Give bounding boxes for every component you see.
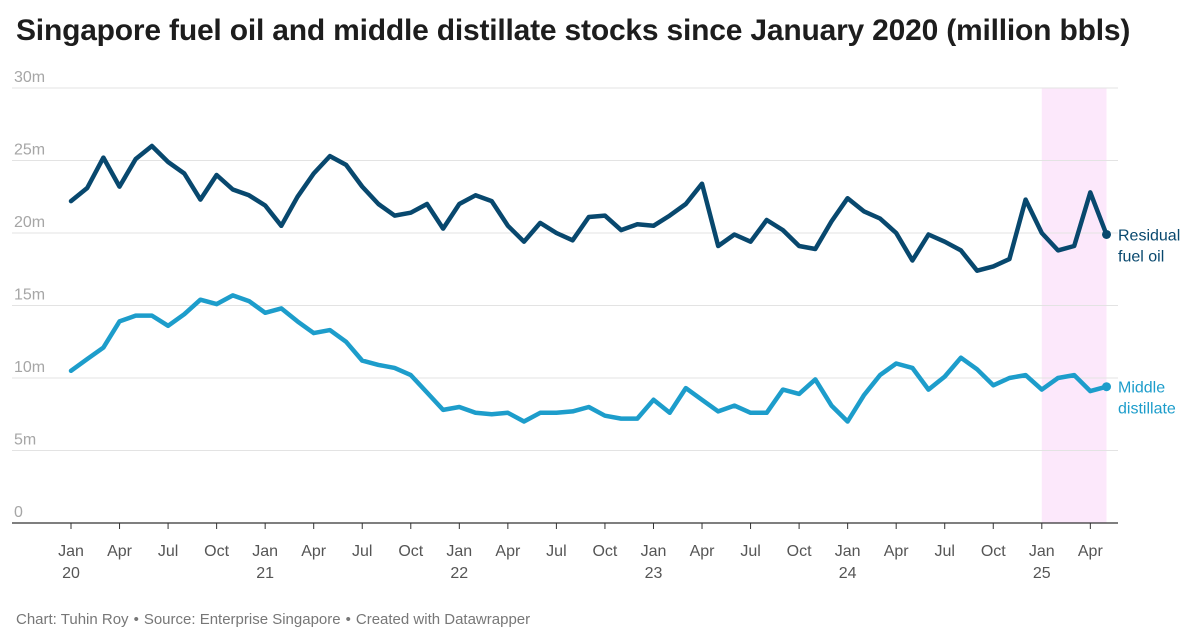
x-tick-label: Jan [641, 543, 667, 560]
footer-tool: Created with Datawrapper [355, 611, 531, 628]
x-tick-label: Oct [787, 543, 812, 560]
series-end-label: Middle [1118, 380, 1165, 397]
series-group [68, 143, 1112, 424]
x-tick-label: Oct [204, 543, 229, 560]
x-tick-label: Jan [252, 543, 278, 560]
x-tick-year-label: 24 [839, 565, 857, 582]
y-tick-label: 15m [14, 287, 45, 304]
x-tick-year-label: 20 [62, 565, 80, 582]
x-tick-year-label: 22 [450, 565, 468, 582]
y-tick-label: 5m [14, 432, 36, 449]
series-end-labels: Residual fuel oil Middle distillate [1118, 227, 1180, 417]
y-tick-label: 30m [14, 69, 45, 86]
x-tick-label: Apr [884, 543, 910, 560]
x-tick-label: Apr [495, 543, 521, 560]
x-tick-label: Apr [301, 543, 327, 560]
x-tick-label: Jul [352, 543, 372, 560]
x-tick-label: Jan [446, 543, 472, 560]
series-end-dot [1102, 229, 1112, 239]
series-line-middle-distillate [68, 293, 1109, 424]
y-gridlines [12, 87, 1118, 451]
y-tick-label: 20m [14, 214, 45, 231]
x-tick-label: Jan [58, 543, 84, 560]
series-end-label: distillate [1118, 401, 1176, 418]
x-tick-label: Jan [835, 543, 861, 560]
y-tick-label: 0 [14, 504, 23, 521]
x-tick-label: Jan [1029, 543, 1055, 560]
series-end-label: fuel oil [1118, 248, 1164, 265]
x-tick-label: Jul [740, 543, 760, 560]
chart-title: Singapore fuel oil and middle distillate… [16, 14, 1131, 47]
series-line-residual-fuel-oil [68, 143, 1109, 273]
x-tick-label: Jul [546, 543, 566, 560]
x-axis [12, 522, 1118, 529]
series-end-label: Residual [1118, 227, 1180, 244]
x-tick-label: Oct [398, 543, 423, 560]
x-tick-label: Apr [690, 543, 716, 560]
series-end-dot [1102, 382, 1112, 392]
y-tick-label: 10m [14, 359, 45, 376]
x-tick-label: Oct [981, 543, 1006, 560]
x-tick-labels: Jan 20 Apr Jul Oct Jan 21 Apr Jul Oct Jan 22 Apr Jul O… [58, 543, 1103, 582]
y-tick-labels: 0 5m 10m 15m 20m 25m 30m [14, 69, 45, 521]
chart-footer: Chart: Tuhin Roy • Source: Enterprise Sing… [16, 611, 530, 628]
x-tick-year-label: 23 [645, 565, 663, 582]
x-tick-year-label: 25 [1033, 565, 1051, 582]
x-tick-label: Oct [592, 543, 617, 560]
footer-credit: Chart: Tuhin Roy [16, 611, 129, 628]
y-tick-label: 25m [14, 142, 45, 159]
footer-separator: • [345, 611, 351, 628]
footer-separator: • [133, 611, 139, 628]
x-tick-year-label: 21 [256, 565, 274, 582]
x-tick-label: Apr [107, 543, 133, 560]
x-tick-label: Jul [158, 543, 178, 560]
footer-source: Source: Enterprise Singapore [143, 611, 341, 628]
x-tick-label: Jul [934, 543, 954, 560]
x-tick-label: Apr [1078, 543, 1104, 560]
